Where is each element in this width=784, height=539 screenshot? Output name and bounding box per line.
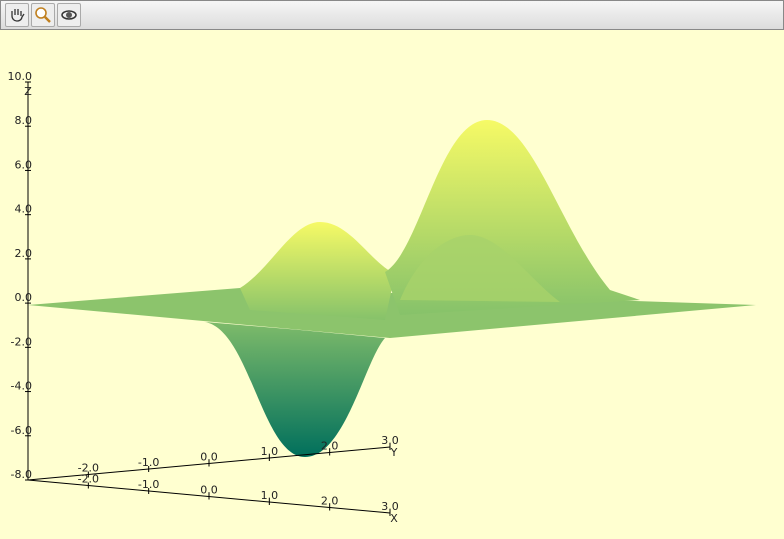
x-tick-label: 1.0 [261,489,279,502]
x-tick-label: 0.0 [200,484,218,497]
surface [28,120,756,457]
chart: -2.0 -1.0 0.0 1.0 2.0 3.0 -2.0 -1.0 0.0 1.0 2.0 3.0… [8,70,756,525]
y-tick-label: 0.0 [200,451,218,464]
y-tick-label: 2.0 [321,440,339,453]
pan-icon [11,9,25,22]
y-tick-label: -1.0 [138,456,159,469]
z-tick-label: 10.0 [8,70,33,83]
z-tick-label: -2.0 [11,335,32,348]
z-tick-label: -6.0 [11,424,32,437]
z-axis-label: Z [24,85,32,98]
toolbar [0,0,784,30]
pan-button[interactable] [5,3,29,27]
y-tick-label: -2.0 [78,462,99,475]
z-tick-label: 2.0 [15,247,33,260]
x-tick-label: -1.0 [138,478,159,491]
x-tick-label: 3.0 [381,500,399,513]
x-tick-label: 2.0 [321,495,339,508]
y-axis-label: Y [390,446,398,459]
z-tick-label: -4.0 [11,380,32,393]
rotate-icon [61,10,77,20]
rotate-button[interactable] [57,3,81,27]
z-tick-label: 6.0 [15,158,33,171]
z-tick-label: 4.0 [15,203,33,216]
x-tick-label: -2.0 [78,473,99,486]
z-tick-label: 8.0 [15,114,33,127]
y-tick-label: 1.0 [261,445,279,458]
z-tick-label: -8.0 [11,468,32,481]
zoom-button[interactable] [31,3,55,27]
zoom-icon [35,7,51,23]
axes: -2.0 -1.0 0.0 1.0 2.0 3.0 -2.0 -1.0 0.0 1.0 2.0 3.0… [8,70,399,525]
z-tick-label: 0.0 [15,291,33,304]
x-axis-label: X [390,512,398,525]
y-tick-label: 3.0 [381,434,399,447]
